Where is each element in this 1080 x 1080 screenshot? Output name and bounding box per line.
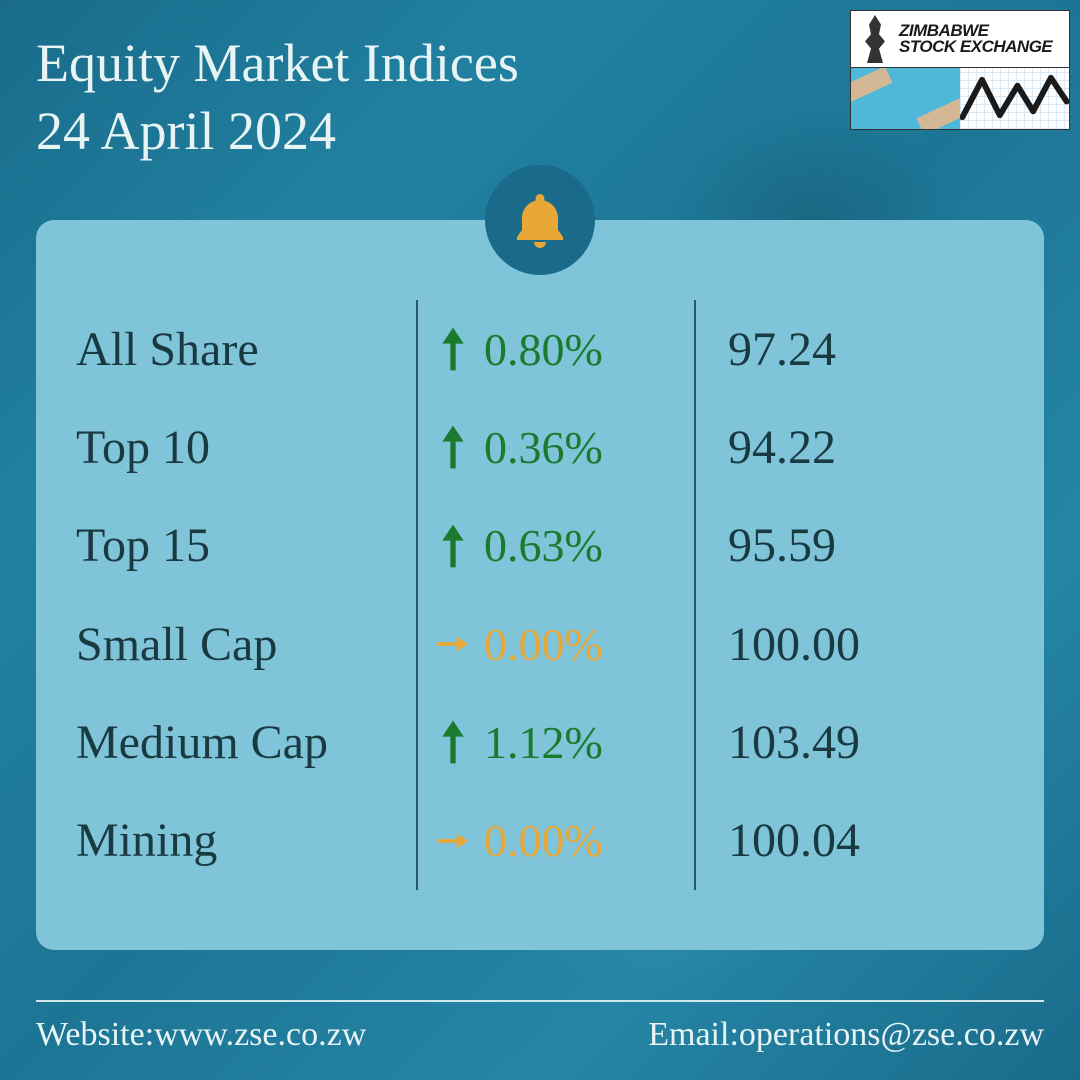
table-row: 103.49	[728, 693, 1004, 791]
index-value: 100.04	[728, 813, 860, 868]
index-name: Small Cap	[76, 617, 277, 672]
delta-cell: 1.12%	[436, 716, 603, 769]
table-row: Top 15	[76, 497, 416, 595]
pct-change: 1.12%	[484, 716, 603, 769]
email-label: Email	[648, 1016, 739, 1053]
logo-bottom	[851, 67, 1069, 129]
indices-table: All Share Top 10 Top 15 Small Cap Medium…	[76, 300, 1004, 890]
title-line-1: Equity Market Indices	[36, 30, 519, 98]
arrow-right-icon	[436, 620, 470, 668]
table-row: Mining	[76, 792, 416, 890]
bell-icon	[508, 188, 572, 252]
table-row: 100.04	[728, 792, 1004, 890]
website-value: www.zse.co.zw	[154, 1016, 366, 1053]
logo-graphic-left	[851, 68, 960, 129]
index-name: Medium Cap	[76, 715, 328, 770]
table-row: Small Cap	[76, 595, 416, 693]
table-row: 95.59	[728, 497, 1004, 595]
logo-graphic-right	[960, 68, 1069, 129]
table-row: 1.12%	[436, 693, 676, 791]
index-value: 103.49	[728, 715, 860, 770]
table-row: 0.00%	[436, 792, 676, 890]
arrow-up-icon	[436, 522, 470, 570]
table-row: 94.22	[728, 398, 1004, 496]
index-name: Top 10	[76, 420, 210, 475]
pct-change: 0.63%	[484, 519, 603, 572]
website-label: Website	[36, 1016, 154, 1053]
col-value: 97.24 94.22 95.59 100.00 103.49 100.04	[696, 300, 1004, 890]
indices-panel: All Share Top 10 Top 15 Small Cap Medium…	[36, 220, 1044, 950]
delta-cell: 0.80%	[436, 323, 603, 376]
index-name: Mining	[76, 813, 217, 868]
logo-top: ZIMBABWE STOCK EXCHANGE	[851, 11, 1069, 67]
logo-text: ZIMBABWE STOCK EXCHANGE	[899, 23, 1052, 55]
index-name: Top 15	[76, 518, 210, 573]
pct-change: 0.80%	[484, 323, 603, 376]
delta-cell: 0.36%	[436, 421, 603, 474]
bell-badge	[485, 165, 595, 275]
index-name: All Share	[76, 322, 259, 377]
arrow-up-icon	[436, 423, 470, 471]
index-value: 94.22	[728, 420, 836, 475]
delta-cell: 0.63%	[436, 519, 603, 572]
zse-logo: ZIMBABWE STOCK EXCHANGE	[850, 10, 1070, 130]
footer-email: Emailoperations@zse.co.zw	[648, 1016, 1044, 1054]
table-row: Medium Cap	[76, 693, 416, 791]
arrow-up-icon	[436, 718, 470, 766]
col-index-name: All Share Top 10 Top 15 Small Cap Medium…	[76, 300, 416, 890]
arrow-right-icon	[436, 817, 470, 865]
index-value: 95.59	[728, 518, 836, 573]
arrow-up-icon	[436, 325, 470, 373]
zimbabwe-bird-icon	[855, 15, 895, 63]
table-row: 0.00%	[436, 595, 676, 693]
pct-change: 0.00%	[484, 618, 603, 671]
footer-website: Websitewww.zse.co.zw	[36, 1016, 366, 1054]
footer: Websitewww.zse.co.zw Emailoperations@zse…	[36, 1000, 1044, 1054]
delta-cell: 0.00%	[436, 814, 603, 867]
table-row: 100.00	[728, 595, 1004, 693]
delta-cell: 0.00%	[436, 618, 603, 671]
email-value: operations@zse.co.zw	[739, 1016, 1044, 1053]
table-row: Top 10	[76, 398, 416, 496]
title-line-2: 24 April 2024	[36, 98, 519, 166]
table-row: 0.36%	[436, 398, 676, 496]
page-title: Equity Market Indices 24 April 2024	[36, 30, 519, 165]
pct-change: 0.00%	[484, 814, 603, 867]
table-row: All Share	[76, 300, 416, 398]
index-value: 100.00	[728, 617, 860, 672]
index-value: 97.24	[728, 322, 836, 377]
table-row: 97.24	[728, 300, 1004, 398]
logo-text-line2: STOCK EXCHANGE	[899, 39, 1052, 55]
table-row: 0.80%	[436, 300, 676, 398]
logo-chart-line-icon	[960, 68, 1069, 129]
pct-change: 0.36%	[484, 421, 603, 474]
table-row: 0.63%	[436, 497, 676, 595]
col-change-pct: 0.80% 0.36% 0.63% 0.00% 1.12% 0.00%	[416, 300, 696, 890]
